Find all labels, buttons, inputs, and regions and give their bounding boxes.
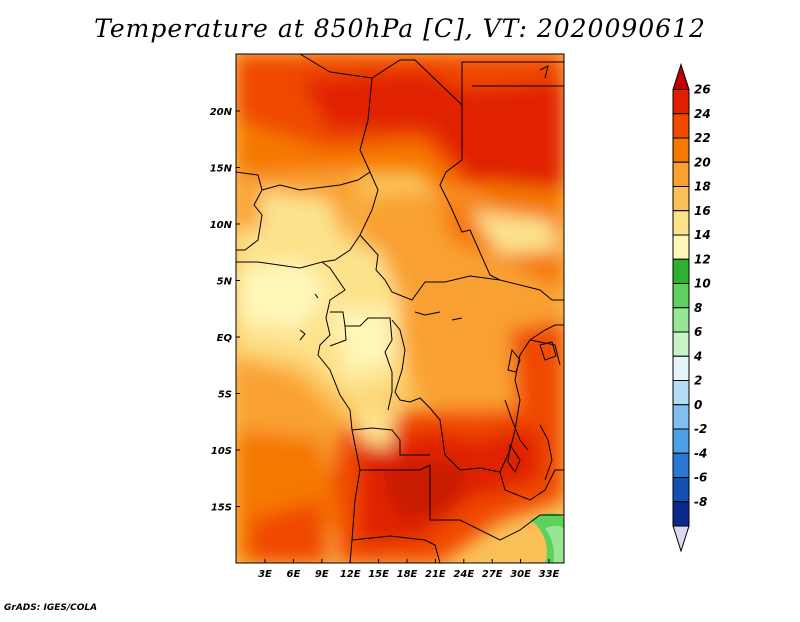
lon-tick-label: 3E — [258, 569, 272, 580]
lon-axis: 3E 6E 9E 12E 15E 18E 21E 24E 27E 30E 33E — [258, 559, 560, 580]
temperature-field — [236, 54, 564, 563]
colorbar-swatch — [672, 380, 690, 406]
lat-tick-label: 5S — [218, 390, 232, 401]
lon-tick-label: 30E — [510, 569, 531, 580]
colorbar-label: 8 — [694, 301, 702, 315]
lat-tick-label: 15N — [210, 164, 233, 175]
colorbar-label: -8 — [694, 495, 707, 509]
colorbar-label: 22 — [694, 131, 711, 145]
colorbar-label: 6 — [694, 325, 702, 339]
colorbar-swatch — [672, 113, 690, 139]
lat-tick-label: 20N — [210, 107, 233, 118]
colorbar-label: 0 — [694, 398, 702, 412]
lat-axis: 20N 15N 10N 5N EQ 5S 10S 15S — [210, 107, 240, 514]
colorbar-label: 26 — [694, 83, 711, 97]
map-frame — [235, 53, 565, 564]
lat-tick-label: 15S — [211, 503, 232, 514]
lat-tick-label: EQ — [217, 333, 233, 344]
colorbar-bottom-arrow — [672, 525, 690, 553]
colorbar-swatch — [672, 283, 690, 309]
colorbar-swatch — [672, 258, 690, 284]
lon-tick-label: 6E — [287, 569, 301, 580]
colorbar-swatch — [672, 137, 690, 163]
colorbar-label: 18 — [694, 180, 711, 194]
colorbar-label: 2 — [694, 374, 702, 388]
colorbar-label: 12 — [694, 252, 711, 266]
colorbar-top-arrow — [672, 62, 690, 90]
lon-tick-label: 15E — [368, 569, 389, 580]
colorbar-swatch — [672, 331, 690, 357]
lon-tick-label: 18E — [397, 569, 418, 580]
lon-tick-label: 27E — [482, 569, 503, 580]
lat-tick-label: 10N — [210, 220, 233, 231]
colorbar-swatch — [672, 355, 690, 381]
colorbar-label: -6 — [694, 471, 707, 485]
lon-tick-label: 9E — [315, 569, 329, 580]
colorbar-swatch — [672, 477, 690, 503]
country-borders — [236, 54, 564, 563]
lon-tick-label: 24E — [453, 569, 474, 580]
colorbar-swatch — [672, 501, 690, 527]
colorbar-label: -2 — [694, 422, 707, 436]
colorbar-swatch — [672, 186, 690, 212]
colorbar-swatch — [672, 161, 690, 187]
credit-text: GrADS: IGES/COLA — [4, 603, 98, 613]
lat-tick-label: 5N — [217, 277, 233, 288]
colorbar-swatch — [672, 307, 690, 333]
colorbar-label: 24 — [694, 107, 711, 121]
colorbar-label: 16 — [694, 204, 711, 218]
map-title: Temperature at 850hPa [C], VT: 202009061… — [94, 14, 706, 43]
lon-tick-label: 33E — [539, 569, 560, 580]
colorbar-swatch — [672, 452, 690, 478]
lat-tick-label: 10S — [211, 446, 232, 457]
colorbar-label: 4 — [693, 349, 702, 363]
colorbar-label: 10 — [694, 277, 711, 291]
lon-tick-label: 21E — [425, 569, 446, 580]
colorbar-swatch — [672, 210, 690, 236]
colorbar-swatch — [672, 404, 690, 430]
colorbar-swatch — [672, 89, 690, 115]
colorbar-swatch — [672, 428, 690, 454]
colorbar-label: 14 — [694, 228, 711, 242]
colorbar-label: -4 — [694, 446, 707, 460]
colorbar-label: 20 — [694, 155, 711, 169]
colorbar-swatch — [672, 234, 690, 260]
lon-tick-label: 12E — [340, 569, 361, 580]
